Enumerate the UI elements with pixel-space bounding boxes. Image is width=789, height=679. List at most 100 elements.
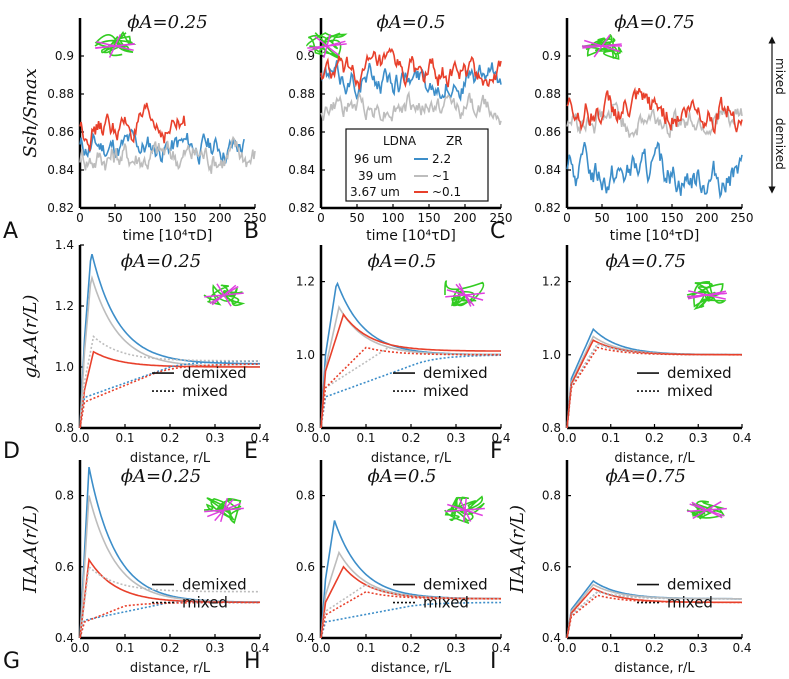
legend-mixed-label: mixed [667, 382, 713, 400]
x-tick-label: 0.1 [601, 641, 620, 655]
series-line-1 [566, 583, 742, 639]
series-line-4 [320, 583, 501, 639]
series-line-4 [79, 565, 260, 639]
panel-letter: H [244, 649, 261, 674]
y-tick-label: 0.84 [534, 163, 561, 177]
x-tick-label: 100 [139, 211, 162, 225]
y-tick-label: 0.6 [55, 560, 74, 574]
dna-coil [444, 495, 485, 524]
series-line-2 [566, 86, 743, 135]
panel-letter: C [490, 219, 505, 244]
y-tick-label: 0.8 [296, 489, 315, 503]
series-line-4 [566, 590, 742, 639]
x-tick-label: 0.4 [250, 641, 269, 655]
x-tick-label: 0.4 [732, 641, 751, 655]
dna-coil [444, 280, 485, 307]
x-tick-label: 200 [454, 211, 477, 225]
y-tick-label: 0.84 [47, 163, 74, 177]
series-line-1 [79, 495, 260, 639]
panel-title: ϕA=0.25 [121, 251, 201, 272]
y-tick-label: 1.2 [542, 275, 561, 289]
series-line-3 [566, 342, 742, 429]
series-line-0 [79, 128, 245, 165]
x-tick-label: 0.3 [689, 431, 708, 445]
panel-title: ϕA=0.25 [121, 466, 201, 487]
legend-mixed-label: mixed [667, 594, 713, 612]
x-tick-label: 0.1 [356, 641, 375, 655]
legend-demixed-label: demixed [667, 364, 732, 382]
x-tick-label: 0.1 [601, 431, 620, 445]
x-tick-label: 0.2 [645, 641, 664, 655]
y-tick-label: 1.0 [296, 348, 315, 362]
panel-letter: F [490, 439, 503, 464]
rod [687, 290, 727, 300]
series-line-3 [79, 360, 260, 429]
legend-mixed-label: mixed [182, 594, 228, 612]
series-line-4 [566, 342, 742, 429]
legend-row-short-zr: ~0.1 [432, 185, 461, 199]
panel-title: ϕA=0.75 [606, 466, 686, 487]
legend-mixed-label: mixed [423, 382, 469, 400]
series-line-3 [320, 601, 501, 639]
x-tick-label: 200 [696, 211, 719, 225]
x-tick-label: 0.0 [70, 641, 89, 655]
y-tick-label: 0.9 [542, 49, 561, 63]
x-tick-label: 0.0 [311, 431, 330, 445]
series-line-1 [320, 90, 502, 126]
x-axis-label: distance, r/L [130, 451, 211, 466]
y-tick-label: 0.86 [47, 125, 74, 139]
y-tick-label: 1.0 [55, 360, 74, 374]
panel-g: 0.0 0.1 0.2 0.3 0.4 0.4 0.6 0.8 distance, r/L ΠA,… [3, 460, 270, 676]
x-tick-label: 250 [731, 211, 754, 225]
series-line-2 [320, 312, 501, 429]
panel-b: 0 50 100 150 200 250 0.82 0.84 0.86 0.88 0.9 time [… [244, 12, 512, 244]
y-tick-label: 0.8 [55, 489, 74, 503]
legend-header-zr: ZR [446, 134, 463, 148]
panel-title: ϕA=0.5 [377, 12, 446, 33]
panel-f: 0.0 0.1 0.2 0.3 0.4 0.8 1.0 1.2 distance, r/L FϕA… [490, 245, 752, 466]
panel-d: 0.0 0.1 0.2 0.3 0.4 0.8 1.0 1.2 1.4 distance, r/L… [3, 238, 270, 466]
series-line-5 [79, 363, 260, 429]
series-line-4 [320, 346, 501, 429]
legend-row-mid-label: 39 um [358, 169, 396, 183]
x-tick-label: 150 [661, 211, 684, 225]
series-line-5 [566, 346, 742, 429]
legend-mixed-label: mixed [423, 594, 469, 612]
panel-e: 0.0 0.1 0.2 0.3 0.4 0.8 1.0 1.2 distance, r/L EϕA… [244, 245, 511, 466]
series-line-5 [320, 346, 502, 429]
legend-box [345, 128, 489, 202]
rod [446, 289, 484, 301]
rod [216, 283, 232, 307]
polymer-cartoon [306, 32, 348, 61]
x-tick-label: 0 [317, 211, 325, 225]
x-tick-label: 150 [174, 211, 197, 225]
panel-letter: A [3, 219, 18, 244]
series-line-2 [79, 557, 260, 639]
x-tick-label: 0.2 [401, 641, 420, 655]
x-tick-label: 0.3 [205, 431, 224, 445]
legend-demixed-label: demixed [423, 576, 488, 594]
x-axis-label: distance, r/L [371, 661, 452, 676]
x-tick-label: 0.0 [311, 641, 330, 655]
y-tick-label: 0.88 [288, 87, 315, 101]
rod [689, 503, 725, 517]
rod [96, 40, 134, 52]
x-tick-label: 0.0 [557, 431, 576, 445]
y-tick-label: 0.9 [296, 49, 315, 63]
y-tick-label: 0.86 [288, 125, 315, 139]
y-axis-label: Ssh/Smax [20, 68, 41, 158]
legend-demixed-label: demixed [423, 364, 488, 382]
panel-letter: B [244, 219, 259, 244]
x-tick-label: 0.3 [689, 641, 708, 655]
dna-coil [581, 33, 623, 60]
series-line-2 [320, 565, 501, 639]
panel-title: ϕA=0.5 [368, 251, 437, 272]
dna-coil [686, 281, 727, 311]
legend-header-ldna: LDNA [383, 134, 417, 148]
x-tick-label: 0.1 [115, 641, 134, 655]
y-axis-label: gA,A(r/L) [20, 295, 41, 379]
x-tick-label: 0.4 [732, 431, 751, 445]
series-line-0 [566, 141, 743, 200]
mixing-arrow: mixed demixed [768, 36, 787, 194]
panel-i: 0.0 0.1 0.2 0.3 0.4 0.4 0.6 0.8 distance, r/L ΠA,… [490, 460, 752, 676]
